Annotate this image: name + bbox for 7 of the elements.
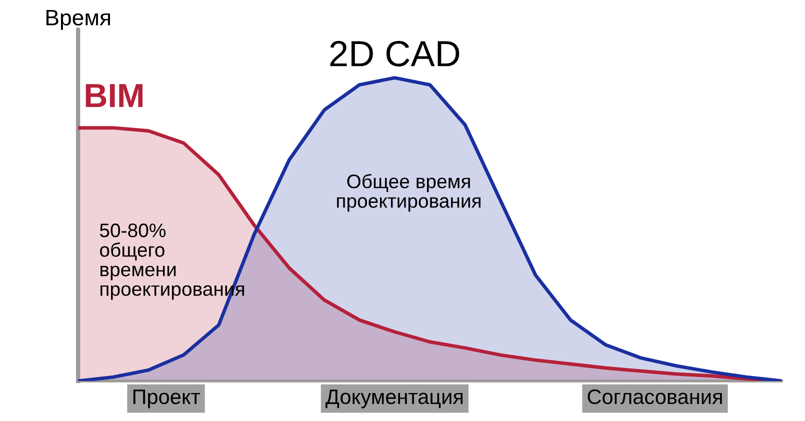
annotation: Общее время проектирования: [337, 174, 480, 212]
text: Согласования: [588, 389, 722, 404]
series-label: BIM: [86, 84, 143, 108]
y-axis-title: Время: [46, 10, 110, 30]
series-label: 2D CAD: [330, 40, 460, 66]
text: Документация: [326, 390, 463, 408]
text: Проект: [133, 390, 200, 408]
